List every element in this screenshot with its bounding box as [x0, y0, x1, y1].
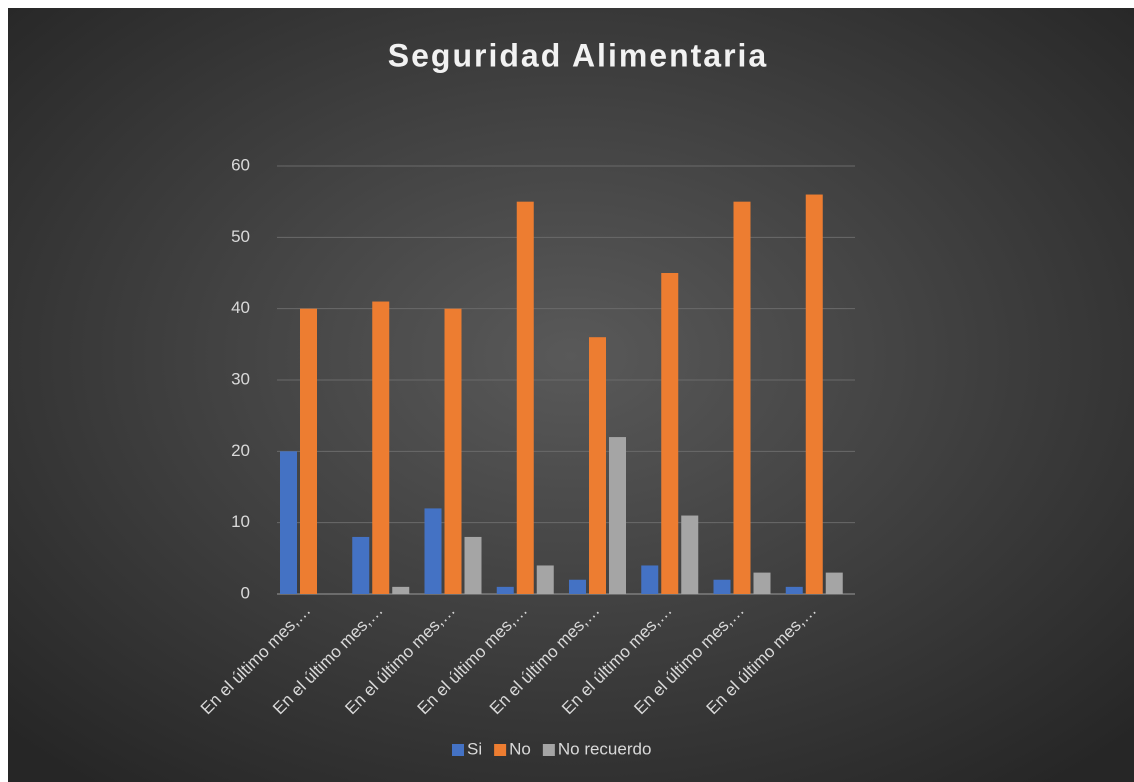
y-tick-label: 10 [231, 512, 250, 531]
bar [372, 301, 390, 594]
legend-label: No [509, 739, 531, 758]
bar [280, 451, 297, 594]
legend-label: No recuerdo [558, 739, 652, 758]
y-tick-label: 50 [231, 227, 250, 246]
legend-swatch [452, 744, 464, 756]
y-tick-label: 20 [231, 441, 250, 460]
bar [753, 572, 771, 594]
bar [785, 586, 803, 594]
chart-title: Seguridad Alimentaria [388, 37, 768, 73]
y-tick-label: 0 [241, 583, 250, 602]
legend-swatch [494, 744, 507, 756]
bar [805, 194, 823, 595]
y-tick-label: 30 [231, 369, 250, 388]
bar [444, 308, 462, 594]
bar [681, 515, 699, 594]
bar [352, 536, 370, 594]
bar [300, 308, 317, 594]
bar [733, 201, 751, 594]
bar [424, 508, 442, 594]
bar [609, 437, 626, 594]
bar [569, 579, 586, 594]
legend-label: Si [467, 739, 482, 758]
y-tick-label: 40 [231, 298, 250, 317]
bar [392, 586, 410, 594]
bar [464, 536, 482, 594]
bar [536, 565, 554, 594]
bar [496, 586, 514, 594]
chart-background [8, 8, 1134, 782]
bar [516, 201, 534, 594]
bar [661, 273, 679, 594]
y-tick-label: 60 [231, 155, 250, 174]
bar [825, 572, 843, 594]
legend-swatch [542, 744, 555, 756]
bar [589, 337, 606, 594]
bar [713, 579, 731, 594]
bar [641, 565, 659, 594]
